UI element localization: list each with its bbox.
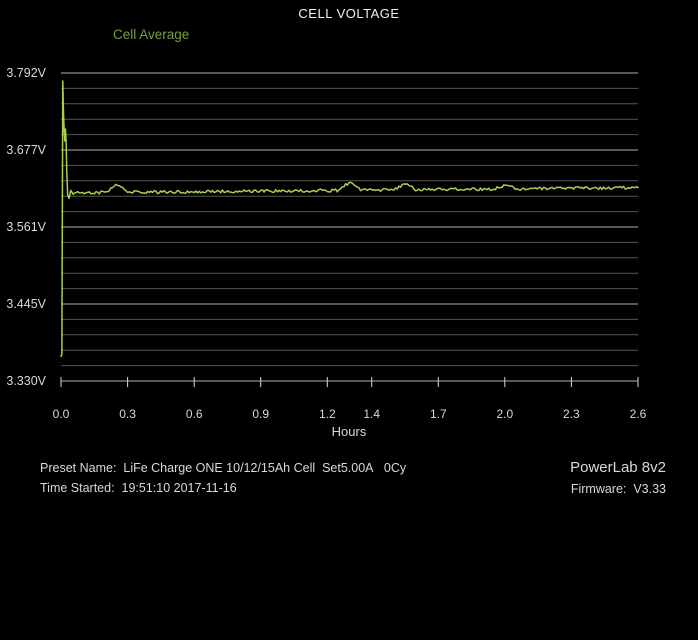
svg-text:2.6: 2.6 xyxy=(630,407,647,421)
svg-text:0.6: 0.6 xyxy=(186,407,203,421)
svg-text:3.561V: 3.561V xyxy=(6,220,46,234)
svg-text:0.9: 0.9 xyxy=(252,407,269,421)
svg-text:0.3: 0.3 xyxy=(119,407,136,421)
svg-text:3.445V: 3.445V xyxy=(6,297,46,311)
svg-text:1.2: 1.2 xyxy=(319,407,336,421)
svg-text:1.7: 1.7 xyxy=(430,407,447,421)
svg-text:1.4: 1.4 xyxy=(363,407,380,421)
svg-text:2.0: 2.0 xyxy=(496,407,513,421)
svg-text:3.330V: 3.330V xyxy=(6,374,46,388)
svg-text:3.677V: 3.677V xyxy=(6,143,46,157)
svg-text:2.3: 2.3 xyxy=(563,407,580,421)
svg-text:0.0: 0.0 xyxy=(53,407,70,421)
svg-text:3.792V: 3.792V xyxy=(6,66,46,80)
